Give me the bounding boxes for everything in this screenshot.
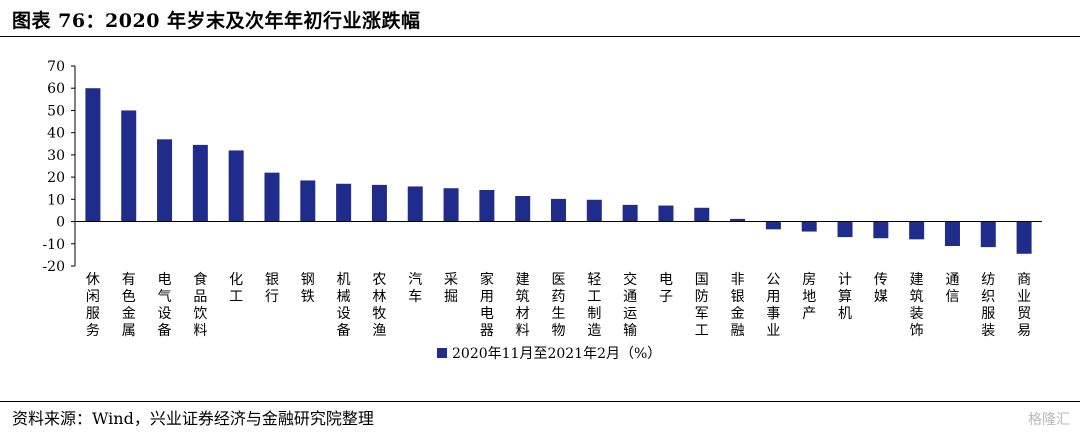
source-divider bbox=[0, 401, 1080, 402]
y-tick-label: -10 bbox=[42, 237, 65, 253]
category-label: 房地产 bbox=[802, 272, 816, 322]
category-label: 食品饮料 bbox=[193, 271, 207, 339]
category-label: 轻工制造 bbox=[587, 272, 601, 339]
bar bbox=[121, 110, 137, 222]
bar bbox=[371, 184, 387, 222]
bar bbox=[837, 221, 853, 238]
bar bbox=[765, 221, 781, 230]
category-label: 电气设备 bbox=[158, 272, 172, 339]
bar bbox=[157, 139, 173, 222]
category-label: 纺织服装 bbox=[981, 272, 995, 339]
bar bbox=[622, 204, 638, 222]
category-label: 家用电器 bbox=[480, 271, 494, 339]
category-label: 医药生物 bbox=[552, 272, 566, 339]
y-tick-label: 20 bbox=[47, 170, 65, 186]
y-tick-label: 40 bbox=[47, 126, 65, 142]
category-label: 计算机 bbox=[838, 272, 852, 322]
category-label: 电子 bbox=[659, 272, 673, 305]
bar bbox=[264, 172, 280, 222]
y-tick-label: 10 bbox=[47, 192, 65, 208]
y-tick-label: -20 bbox=[42, 259, 65, 275]
category-label: 休闲服务 bbox=[86, 272, 100, 339]
bar bbox=[909, 221, 925, 240]
y-tick-label: 70 bbox=[47, 59, 65, 75]
category-label: 交通运输 bbox=[623, 271, 637, 339]
legend: 2020年11月至2021年2月（%） bbox=[437, 346, 661, 362]
bar bbox=[551, 198, 566, 222]
bar bbox=[407, 186, 423, 222]
category-label: 国防军工 bbox=[695, 272, 709, 339]
legend-label: 2020年11月至2021年2月（%） bbox=[452, 346, 661, 362]
source-note: 资料来源：Wind，兴业证券经济与金融研究院整理 bbox=[12, 409, 374, 428]
category-label: 机械设备 bbox=[337, 272, 351, 339]
bar bbox=[694, 207, 710, 222]
category-label: 化工 bbox=[229, 272, 243, 305]
bar bbox=[944, 221, 960, 246]
bar bbox=[228, 150, 244, 222]
y-tick-label: 30 bbox=[47, 148, 65, 164]
title-divider bbox=[0, 36, 1080, 37]
y-tick-label: 60 bbox=[47, 81, 65, 97]
watermark-logo: 格隆汇 bbox=[1028, 412, 1070, 428]
category-label: 建筑装饰 bbox=[910, 272, 924, 339]
bar bbox=[443, 188, 459, 222]
bar bbox=[1016, 221, 1032, 254]
bar-series bbox=[85, 88, 1032, 254]
bar bbox=[658, 205, 674, 222]
bar bbox=[730, 218, 746, 222]
category-label: 银行 bbox=[265, 272, 279, 305]
legend-swatch bbox=[437, 348, 447, 358]
y-tick-label: 50 bbox=[47, 103, 65, 119]
category-label: 建筑材料 bbox=[516, 272, 530, 339]
bar bbox=[801, 221, 817, 232]
category-label: 通信 bbox=[945, 272, 959, 305]
category-label: 公用事业 bbox=[766, 272, 780, 339]
bar bbox=[980, 221, 996, 248]
bar bbox=[300, 180, 316, 222]
page-title: 图表 76：2020 年岁末及次年年初行业涨跌幅 bbox=[12, 10, 421, 32]
bar-chart: 70 60 50 40 30 20 10 0 -10 -20 休闲服务 有色金属 电气设备 食品饮料 化工… bbox=[42, 59, 1042, 362]
bar bbox=[586, 199, 602, 222]
bar bbox=[479, 190, 495, 222]
bar bbox=[192, 144, 208, 222]
y-tick-label: 0 bbox=[56, 215, 65, 231]
bar bbox=[873, 221, 889, 239]
bar bbox=[336, 183, 352, 222]
category-label: 钢铁 bbox=[301, 272, 315, 305]
category-label: 农林牧渔 bbox=[372, 272, 386, 339]
category-label: 非银金融 bbox=[731, 272, 745, 339]
category-label: 汽车 bbox=[408, 272, 422, 305]
bar bbox=[515, 196, 531, 222]
category-label: 采掘 bbox=[444, 272, 458, 305]
category-label: 商业贸易 bbox=[1017, 272, 1031, 339]
bar bbox=[85, 88, 101, 222]
y-axis: 70 60 50 40 30 20 10 0 -10 -20 bbox=[42, 59, 76, 275]
category-label: 传媒 bbox=[874, 272, 888, 305]
category-label: 有色金属 bbox=[122, 272, 136, 339]
